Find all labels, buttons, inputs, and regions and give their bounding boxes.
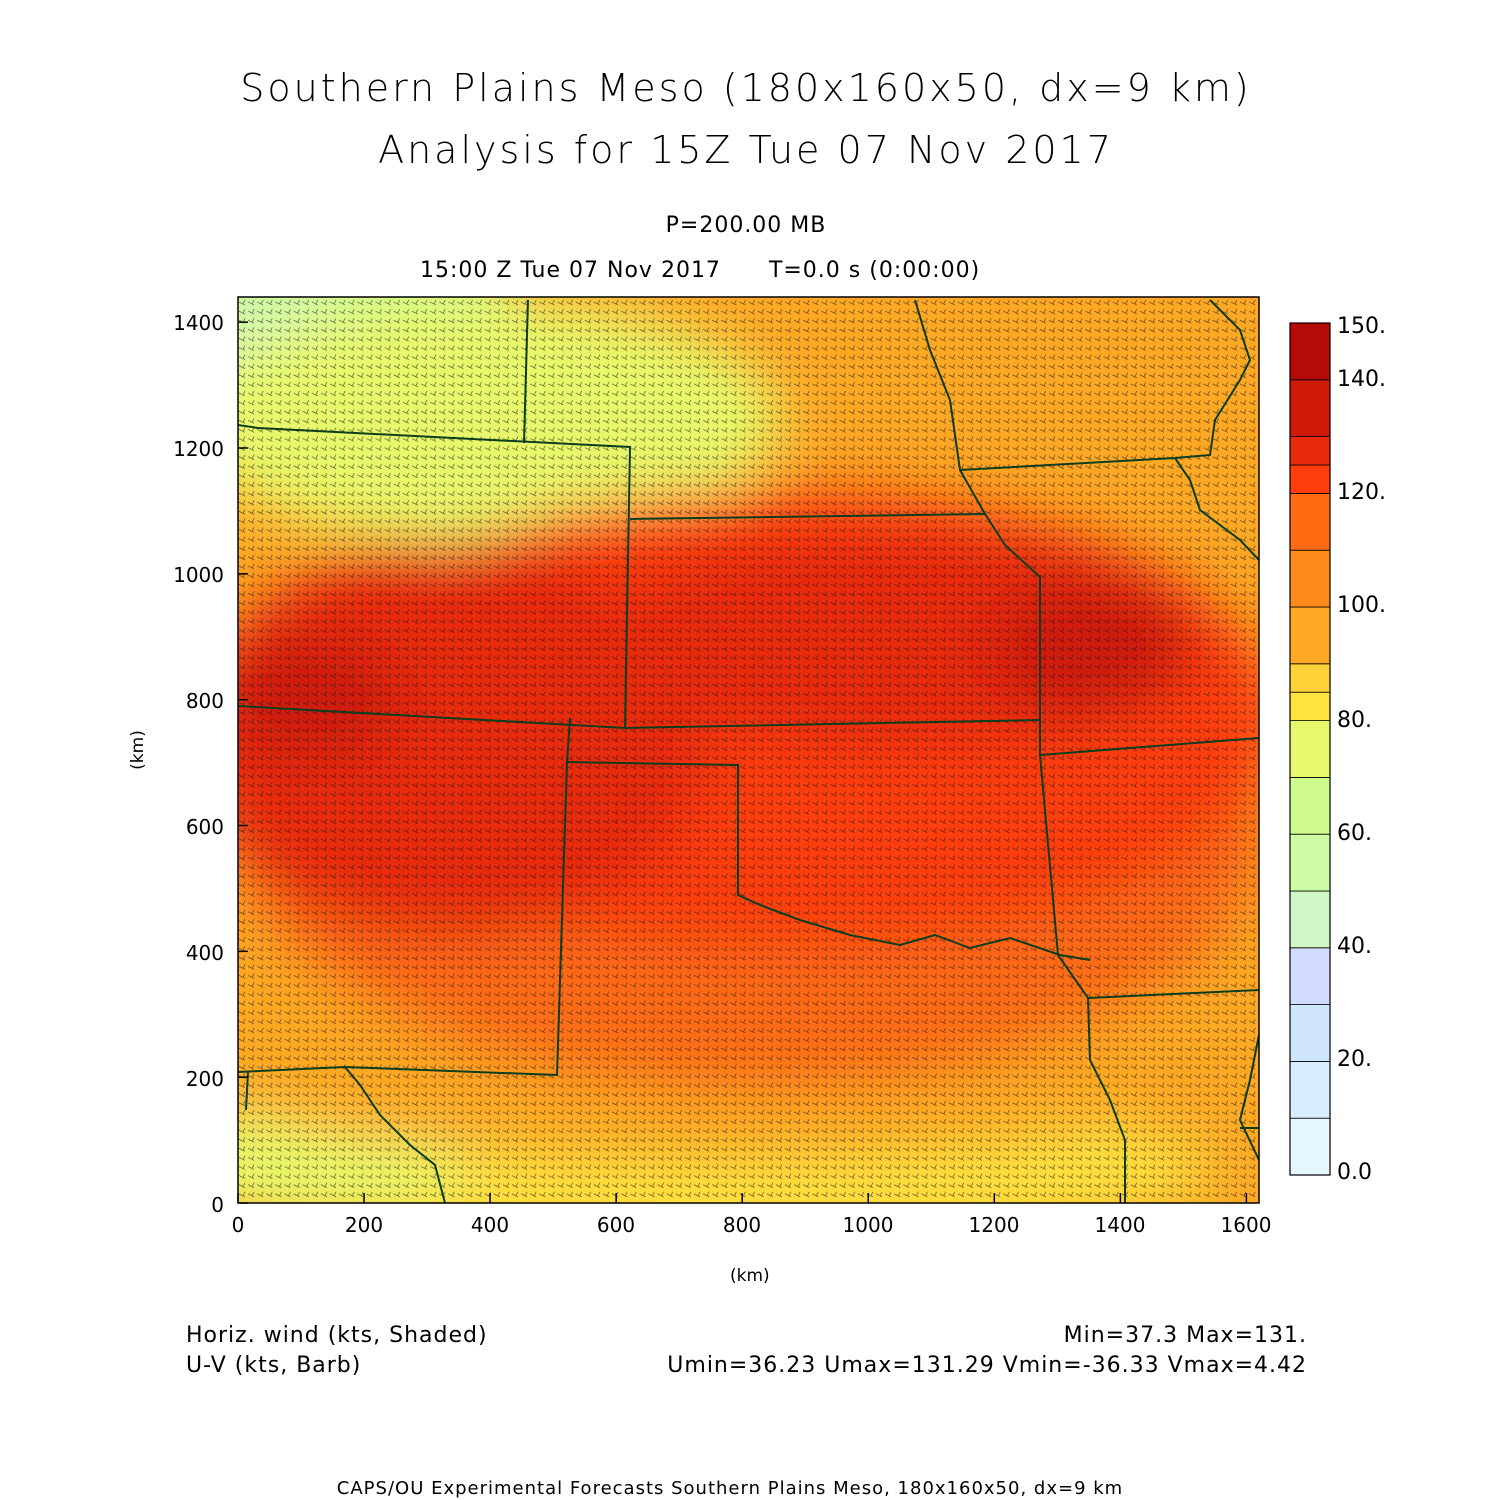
model-time-label: T=0.0 s (0:00:00) [768, 258, 981, 283]
shaded-field-label: Horiz. wind (kts, Shaded) [186, 1323, 488, 1348]
border-mississippi-south [1238, 1034, 1259, 1161]
colorbar-swatch [1289, 890, 1331, 949]
y-tick-label: 600 [185, 815, 224, 839]
y-tick-label: 1200 [173, 437, 224, 461]
x-tick-label: 1600 [1220, 1213, 1272, 1237]
x-tick-label: 0 [231, 1213, 245, 1237]
border-texas-newmexico [238, 761, 568, 1077]
border-iowa-missouri [959, 456, 1259, 561]
plot-frame [237, 296, 1260, 1204]
x-tick-label: 1200 [968, 1213, 1020, 1237]
colorbar-swatch [1289, 492, 1331, 551]
border-wyoming-nebraska [523, 299, 529, 444]
x-tick-label: 1400 [1094, 1213, 1146, 1237]
colorbar-label: 40. [1337, 934, 1372, 959]
colorbar-swatch [1289, 379, 1331, 437]
border-texas-louisiana [1087, 997, 1126, 1203]
border-colorado [238, 424, 632, 730]
colorbar-swatch [1289, 464, 1331, 494]
border-kansas [624, 512, 1041, 729]
barb-field-label: U-V (kts, Barb) [186, 1353, 362, 1378]
uv-stats: Umin=36.23 Umax=131.29 Vmin=-36.33 Vmax=… [667, 1353, 1307, 1378]
colorbar-label: 140. [1337, 367, 1386, 392]
y-tick-label: 1400 [173, 311, 224, 335]
colorbar-label: 150. [1337, 314, 1386, 339]
shading-max-west [238, 640, 400, 760]
valid-time-label: 15:00 Z Tue 07 Nov 2017 [420, 258, 721, 283]
y-tick-label: 800 [185, 689, 224, 713]
colorbar [1289, 322, 1331, 1176]
plot-title-line1: Southern Plains Meso (180x160x50, dx=9 k… [240, 66, 1252, 110]
colorbar-swatch [1289, 777, 1331, 835]
time-line: 15:00 Z Tue 07 Nov 2017 T=0.0 s (0:00:00) [420, 258, 980, 283]
colorbar-swatch [1289, 322, 1331, 381]
border-arkansas-west [1039, 754, 1259, 1000]
y-tick-label: 400 [185, 941, 224, 965]
shading-yellowgreen-nw [238, 300, 780, 540]
y-tick-label: 0 [211, 1193, 224, 1217]
wind-barbs [238, 299, 1256, 1198]
colorbar-swatch [1289, 436, 1331, 466]
credit-line: CAPS/OU Experimental Forecasts Southern … [336, 1478, 1124, 1499]
colorbar-swatch [1289, 1117, 1331, 1176]
y-tick-label: 1000 [173, 563, 224, 587]
colorbar-label: 120. [1337, 480, 1386, 505]
colorbar-label: 80. [1337, 708, 1372, 733]
colorbar-swatch [1289, 720, 1331, 778]
colorbar-swatch [1289, 1061, 1331, 1119]
colorbar-swatch [1289, 691, 1331, 722]
colorbar-swatch [1289, 549, 1331, 608]
colorbar-label: 60. [1337, 821, 1372, 846]
y-axis-label: (km) [127, 730, 148, 770]
border-rio-grande [344, 1066, 446, 1203]
min-max-stats: Min=37.3 Max=131. [1063, 1323, 1307, 1348]
border-mexico-west [245, 1071, 249, 1111]
state-borders [238, 299, 1259, 1203]
colorbar-swatch [1289, 606, 1331, 665]
colorbar-label: 20. [1337, 1047, 1372, 1072]
axis-ticks [237, 321, 1248, 1204]
x-tick-label: 200 [344, 1213, 384, 1237]
colorbar-label: 100. [1337, 593, 1386, 618]
colorbar-frame [1289, 322, 1331, 1176]
x-tick-label: 1000 [842, 1213, 894, 1237]
border-missouri-river [914, 299, 986, 515]
colorbar-swatch [1289, 1004, 1331, 1062]
plot-title-line2: Analysis for 15Z Tue 07 Nov 2017 [378, 128, 1114, 172]
x-tick-label: 600 [596, 1213, 636, 1237]
colorbar-swatch [1289, 833, 1331, 892]
colorbar-swatch [1289, 947, 1331, 1005]
y-tick-label: 200 [185, 1067, 224, 1091]
wind-speed-shading [238, 297, 1259, 1203]
x-tick-label: 800 [722, 1213, 762, 1237]
barb-field [238, 299, 1256, 1198]
x-axis-label: (km) [730, 1266, 770, 1286]
shading-darkred-west [238, 540, 710, 940]
x-tick-label: 400 [470, 1213, 510, 1237]
border-oklahoma-red-river [565, 717, 1091, 961]
pressure-level-label: P=200.00 MB [665, 213, 827, 238]
colorbar-label: 0.0 [1337, 1160, 1372, 1185]
border-mississippi-north [1174, 299, 1252, 459]
colorbar-swatch [1289, 663, 1331, 693]
